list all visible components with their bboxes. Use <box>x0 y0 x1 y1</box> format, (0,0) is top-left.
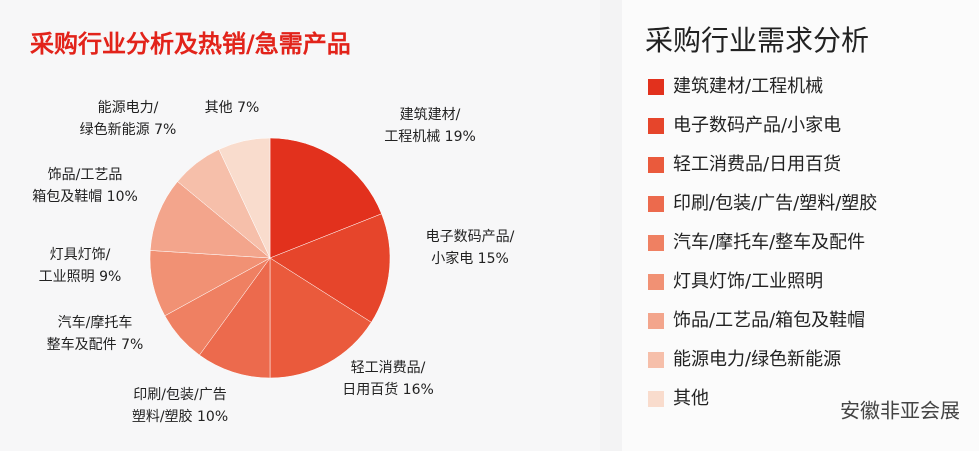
slice-label: 日用百货 16% <box>342 381 434 398</box>
slice-label: 箱包及鞋帽 10% <box>32 189 138 205</box>
pie-slice <box>218 137 271 259</box>
slice-label-text: 印刷/包装/广告 <box>133 387 226 403</box>
value-label: 16% <box>403 382 434 398</box>
slice-label: 能源电力/ <box>98 100 159 116</box>
legend-swatch <box>648 274 664 290</box>
slice-label: 其他 7% <box>205 100 260 116</box>
legend-swatch <box>648 196 664 212</box>
legend-label: 汽车/摩托车/整车及配件 <box>673 232 865 253</box>
slice-label-text: 整车及配件 <box>47 336 117 353</box>
slice-label-text: 其他 <box>205 100 233 116</box>
slice-label: 整车及配件 7% <box>47 336 144 353</box>
legend-label: 能源电力/绿色新能源 <box>673 349 841 370</box>
value-label: 7% <box>121 337 143 353</box>
slice-label: 电子数码产品/ <box>426 229 515 245</box>
slice-label-text: 饰品/工艺品 <box>48 167 123 183</box>
slice-label-text: 小家电 <box>431 250 473 267</box>
legend-swatch <box>648 157 664 173</box>
slice-label-text: 箱包及鞋帽 <box>32 189 102 205</box>
slice-label-text: 汽车/摩托车 <box>58 314 133 331</box>
slice-label: 汽车/摩托车 <box>58 314 133 331</box>
slice-label-text: 轻工消费品/ <box>351 360 426 376</box>
legend-label: 建筑建材/工程机械 <box>673 76 823 97</box>
legend-label: 电子数码产品/小家电 <box>673 115 841 136</box>
legend-swatch <box>648 118 664 134</box>
legend-label: 轻工消费品/日用百货 <box>673 154 841 175</box>
value-label: 15% <box>478 251 509 267</box>
value-label: 9% <box>99 269 121 285</box>
slice-label-text: 工业照明 <box>39 269 95 285</box>
legend-swatch <box>648 391 664 407</box>
legend-title: 采购行业需求分析 <box>645 24 869 57</box>
slice-label-text: 灯具灯饰/ <box>50 247 111 263</box>
slice-label: 工业照明 9% <box>39 269 122 285</box>
legend-swatch <box>648 235 664 251</box>
slice-label: 饰品/工艺品 <box>48 167 123 183</box>
legend-label: 印刷/包装/广告/塑料/塑胶 <box>673 193 877 214</box>
pie-slice <box>269 137 382 259</box>
slice-label: 塑料/塑胶 10% <box>132 408 228 425</box>
slice-label: 建筑建材/ <box>400 107 461 123</box>
slice-label: 绿色新能源 7% <box>80 121 177 138</box>
pie-slice <box>149 181 271 259</box>
slice-label-text: 电子数码产品/ <box>426 229 515 245</box>
slice-label-text: 绿色新能源 <box>80 121 150 138</box>
pie-slice <box>269 257 372 379</box>
chart-title: 采购行业分析及热销/急需产品 <box>30 30 351 58</box>
legend-panel <box>622 0 979 451</box>
value-label: 10% <box>197 409 228 425</box>
legend-swatch <box>648 79 664 95</box>
legend-label: 其他 <box>673 388 709 409</box>
legend-label: 饰品/工艺品/箱包及鞋帽 <box>673 310 865 331</box>
slice-label: 印刷/包装/广告 <box>133 387 226 403</box>
pie-slice <box>269 213 391 323</box>
value-label: 7% <box>154 122 176 138</box>
legend-swatch <box>648 352 664 368</box>
slice-label-text: 能源电力/ <box>98 100 159 116</box>
value-label: 7% <box>237 100 259 116</box>
pie-slice <box>199 257 271 379</box>
watermark: 安徽非亚会展 <box>840 399 960 423</box>
slice-label-text: 塑料/塑胶 <box>132 408 193 425</box>
slice-label: 小家电 15% <box>431 250 509 267</box>
value-label: 19% <box>445 129 476 145</box>
slice-label-text: 工程机械 <box>384 129 440 145</box>
slice-label-text: 建筑建材/ <box>400 107 461 123</box>
value-label: 10% <box>107 189 138 205</box>
slice-label: 轻工消费品/ <box>351 360 426 376</box>
slice-label: 灯具灯饰/ <box>50 247 111 263</box>
legend-label: 灯具灯饰/工业照明 <box>673 271 823 292</box>
slice-label: 工程机械 19% <box>384 129 476 145</box>
slice-label-text: 日用百货 <box>342 381 398 398</box>
legend-swatch <box>648 313 664 329</box>
